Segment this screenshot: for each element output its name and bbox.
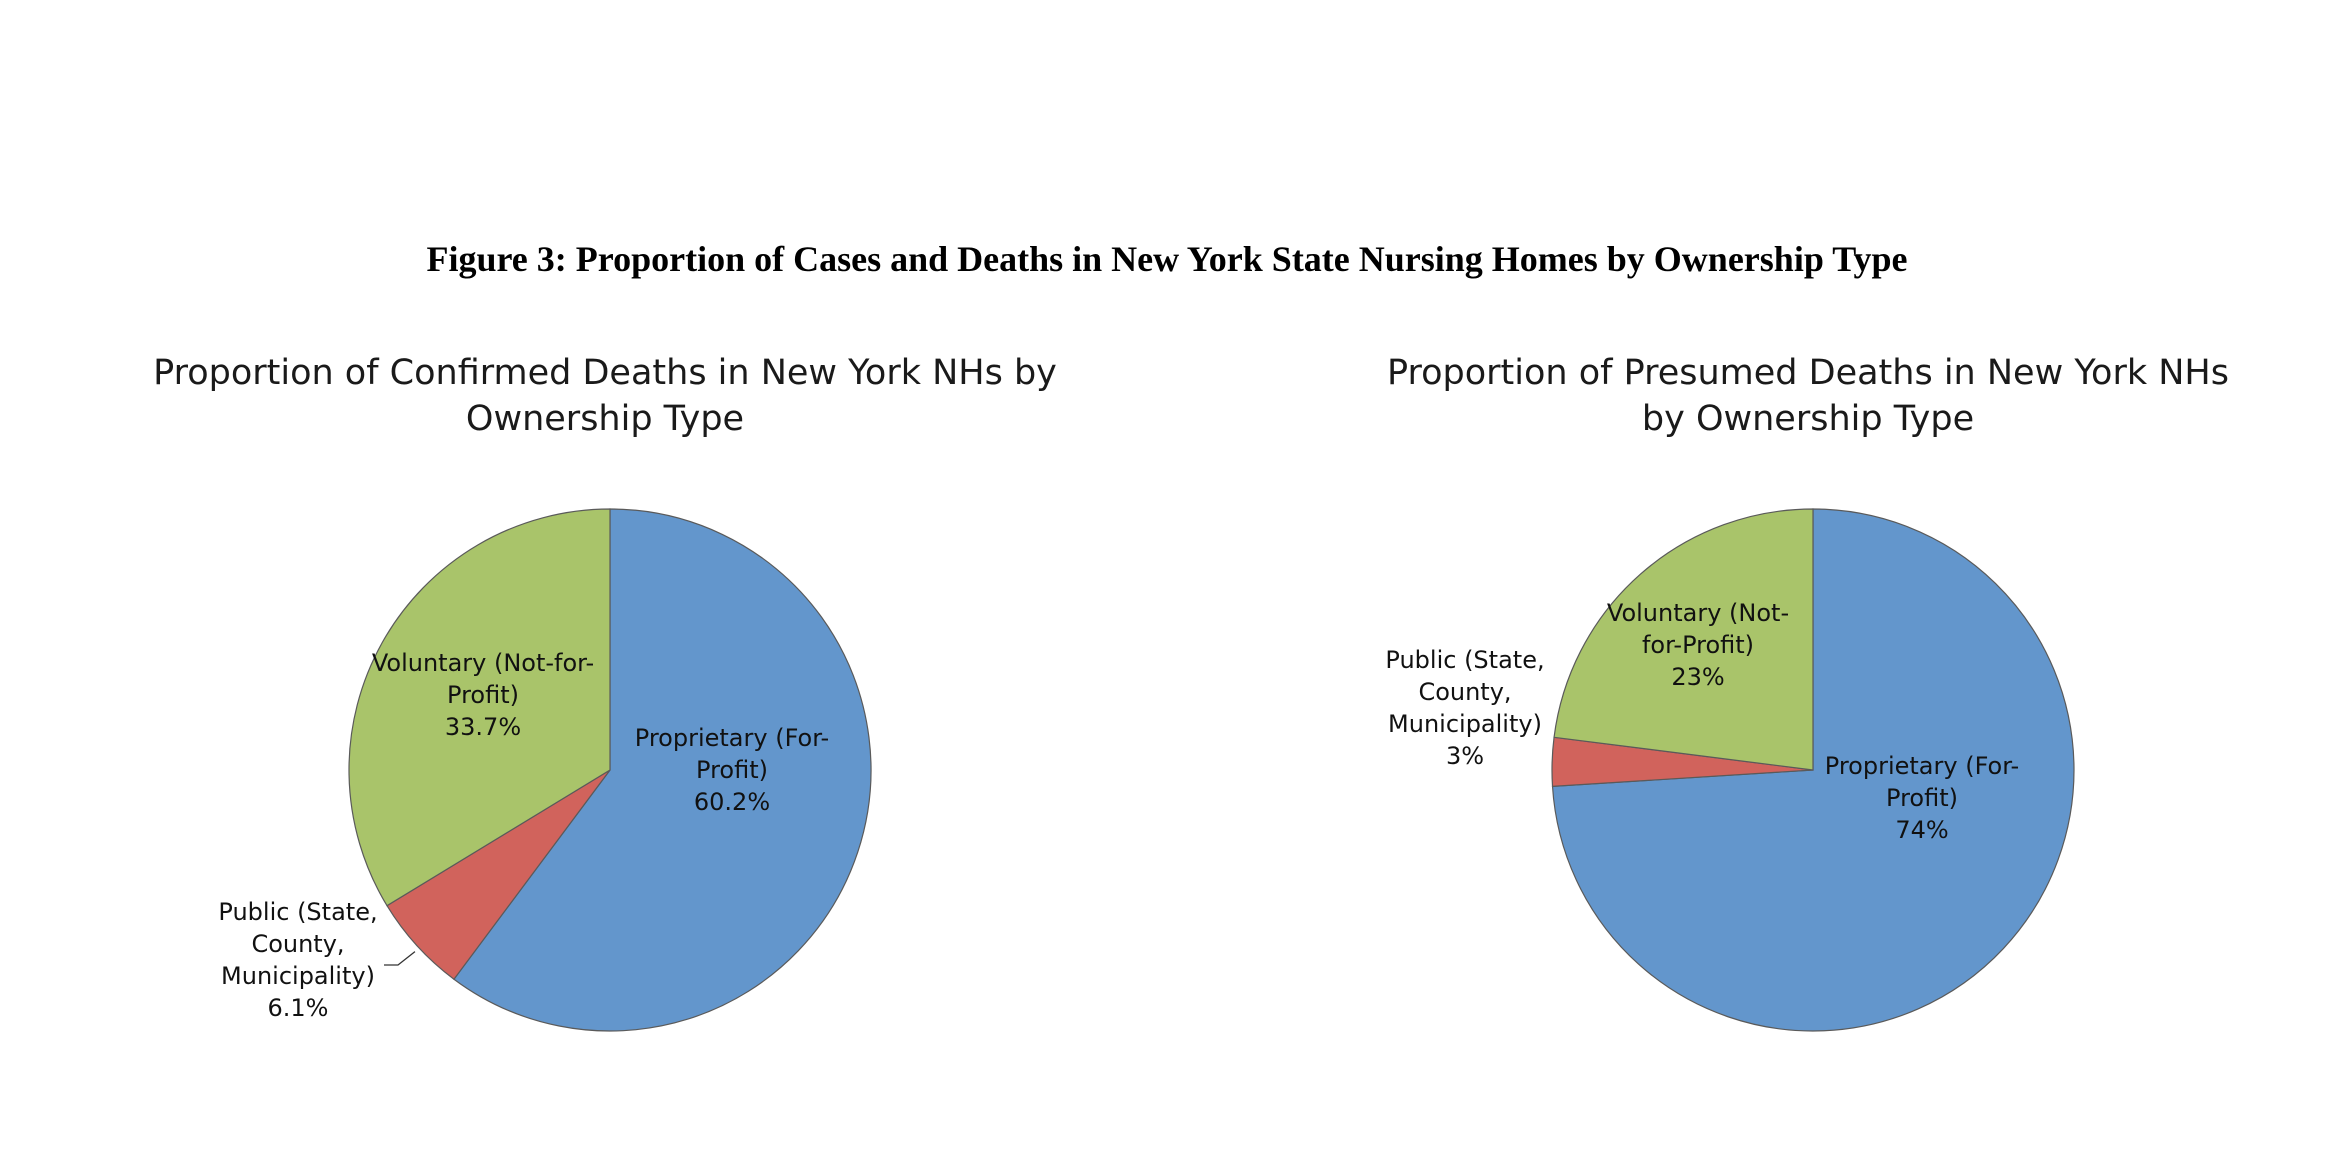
chart-title-line: by Ownership Type <box>1641 399 1975 439</box>
slice-label-line: Voluntary (Not-for- <box>372 649 594 677</box>
chart-title-confirmed-deaths: Proportion of Confirmed Deaths in New Yo… <box>105 350 1105 442</box>
slice-label-line: Proprietary (For- <box>635 724 829 752</box>
slice-label-line: for-Profit) <box>1642 631 1754 659</box>
slice-label-line: Profit) <box>696 756 768 784</box>
pie-chart-0: Proprietary (For- Profit) 60.2% Public (Sta… <box>218 508 872 1032</box>
slice-label-line: County, <box>1418 678 1511 706</box>
pie-slice-proprietary <box>453 508 872 1032</box>
pie-slice-voluntary <box>348 508 611 907</box>
chart-title-presumed-deaths: Proportion of Presumed Deaths in New Yor… <box>1308 350 2308 442</box>
slice-label-proprietary: Proprietary (For- Profit) 60.2% <box>635 724 829 816</box>
slice-percent: 23% <box>1671 663 1724 691</box>
slice-label-line: Public (State, <box>1385 646 1544 674</box>
slice-percent: 74% <box>1895 816 1948 844</box>
slice-label-line: Proprietary (For- <box>1825 752 2019 780</box>
figure-title: Figure 3: Proportion of Cases and Deaths… <box>426 239 1908 279</box>
slice-label-proprietary: Proprietary (For- Profit) 74% <box>1825 752 2019 844</box>
slice-label-line: Voluntary (Not- <box>1607 599 1789 627</box>
slice-percent: 33.7% <box>445 713 521 741</box>
slice-label-line: Profit) <box>447 681 519 709</box>
slice-label-public: Public (State, County, Municipality) 3% <box>1385 646 1544 770</box>
slice-label-line: County, <box>251 930 344 958</box>
chart-title-line: Ownership Type <box>465 399 745 439</box>
slice-label-line: Public (State, <box>218 898 377 926</box>
pie-chart-1: Proprietary (For- Profit) 74% Public (State… <box>1385 508 2075 1032</box>
chart-title-line: Proportion of Presumed Deaths in New Yor… <box>1387 353 2229 393</box>
chart-title-line: Proportion of Confirmed Deaths in New Yo… <box>153 353 1057 393</box>
slice-percent: 3% <box>1446 742 1484 770</box>
leader-line-public <box>384 951 416 966</box>
slice-label-line: Municipality) <box>221 962 375 990</box>
slice-label-voluntary: Voluntary (Not-for- Profit) 33.7% <box>372 649 594 741</box>
pie-slice-voluntary <box>1553 508 1814 771</box>
slice-percent: 60.2% <box>694 788 770 816</box>
slice-percent: 6.1% <box>268 994 329 1022</box>
slice-label-public: Public (State, County, Municipality) 6.1% <box>218 898 377 1022</box>
slice-label-voluntary: Voluntary (Not-for-Profit) 23% <box>1607 599 1789 691</box>
slice-label-line: Municipality) <box>1388 710 1542 738</box>
slice-label-line: Profit) <box>1886 784 1958 812</box>
